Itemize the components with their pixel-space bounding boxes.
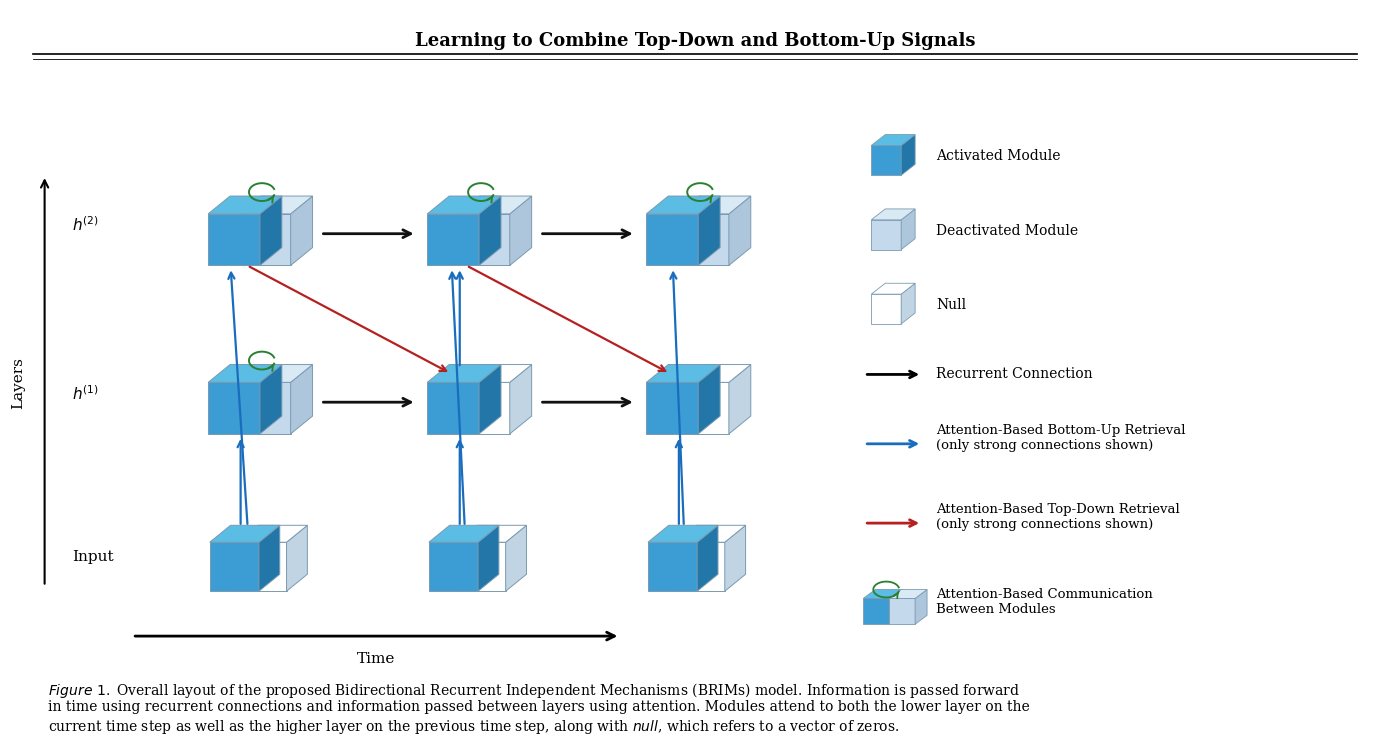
Text: $h^{(1)}$: $h^{(1)}$ [72, 384, 100, 403]
Polygon shape [430, 525, 499, 542]
Polygon shape [210, 525, 279, 542]
Text: current time step as well as the higher layer on the previous time step, along w: current time step as well as the higher … [47, 719, 899, 737]
Polygon shape [698, 365, 720, 434]
Polygon shape [427, 365, 500, 382]
Polygon shape [239, 382, 291, 434]
Polygon shape [648, 542, 698, 591]
Polygon shape [291, 365, 313, 434]
Polygon shape [427, 214, 480, 266]
Polygon shape [510, 196, 531, 266]
Polygon shape [863, 589, 901, 598]
Polygon shape [646, 214, 698, 266]
Polygon shape [677, 365, 751, 382]
Polygon shape [872, 294, 901, 324]
Polygon shape [677, 382, 728, 434]
Polygon shape [890, 598, 915, 624]
Polygon shape [480, 196, 500, 266]
Polygon shape [901, 283, 915, 324]
Polygon shape [239, 214, 291, 266]
Text: Activated Module: Activated Module [935, 150, 1061, 164]
Text: Recurrent Connection: Recurrent Connection [935, 368, 1093, 382]
Polygon shape [676, 525, 745, 542]
Polygon shape [260, 196, 282, 266]
Polygon shape [901, 209, 915, 249]
Polygon shape [456, 525, 527, 542]
Text: $\it{Figure\ 1.}$ Overall layout of the proposed Bidirectional Recurrent Indepen: $\it{Figure\ 1.}$ Overall layout of the … [47, 681, 1020, 699]
Polygon shape [890, 589, 927, 598]
Text: in time using recurrent connections and information passed between layers using : in time using recurrent connections and … [47, 699, 1030, 713]
Polygon shape [208, 382, 260, 434]
Polygon shape [457, 214, 510, 266]
Polygon shape [238, 525, 307, 542]
Polygon shape [291, 196, 313, 266]
Polygon shape [259, 525, 279, 591]
Polygon shape [210, 542, 259, 591]
Text: Input: Input [72, 550, 114, 564]
Polygon shape [430, 542, 478, 591]
Polygon shape [427, 196, 500, 214]
Polygon shape [698, 525, 719, 591]
Polygon shape [457, 365, 531, 382]
Text: Attention-Based Top-Down Retrieval
(only strong connections shown): Attention-Based Top-Down Retrieval (only… [935, 503, 1180, 531]
Polygon shape [872, 209, 915, 219]
Text: Learning to Combine Top-Down and Bottom-Up Signals: Learning to Combine Top-Down and Bottom-… [414, 31, 976, 50]
Polygon shape [872, 146, 901, 176]
Polygon shape [676, 542, 724, 591]
Polygon shape [239, 196, 313, 214]
Polygon shape [872, 219, 901, 249]
Text: $h^{(2)}$: $h^{(2)}$ [72, 216, 100, 234]
Polygon shape [863, 598, 890, 624]
Polygon shape [646, 196, 720, 214]
Polygon shape [457, 382, 510, 434]
Polygon shape [208, 196, 282, 214]
Polygon shape [208, 365, 282, 382]
Polygon shape [510, 365, 531, 434]
Polygon shape [724, 525, 745, 591]
Polygon shape [480, 365, 500, 434]
Polygon shape [260, 365, 282, 434]
Polygon shape [648, 525, 719, 542]
Text: Time: Time [357, 652, 396, 666]
Polygon shape [646, 365, 720, 382]
Polygon shape [677, 196, 751, 214]
Polygon shape [238, 542, 286, 591]
Polygon shape [728, 196, 751, 266]
Text: Attention-Based Bottom-Up Retrieval
(only strong connections shown): Attention-Based Bottom-Up Retrieval (onl… [935, 424, 1186, 452]
Polygon shape [698, 196, 720, 266]
Text: Deactivated Module: Deactivated Module [935, 224, 1079, 238]
Polygon shape [427, 382, 480, 434]
Text: Attention-Based Communication
Between Modules: Attention-Based Communication Between Mo… [935, 589, 1152, 616]
Polygon shape [286, 525, 307, 591]
Polygon shape [677, 214, 728, 266]
Polygon shape [239, 365, 313, 382]
Text: Layers: Layers [11, 357, 25, 409]
Polygon shape [915, 589, 927, 624]
Polygon shape [478, 525, 499, 591]
Polygon shape [208, 214, 260, 266]
Polygon shape [456, 542, 506, 591]
Polygon shape [872, 135, 915, 146]
Polygon shape [728, 365, 751, 434]
Polygon shape [872, 283, 915, 294]
Polygon shape [901, 135, 915, 176]
Text: Null: Null [935, 298, 966, 312]
Polygon shape [646, 382, 698, 434]
Polygon shape [890, 589, 901, 624]
Polygon shape [506, 525, 527, 591]
Polygon shape [457, 196, 531, 214]
